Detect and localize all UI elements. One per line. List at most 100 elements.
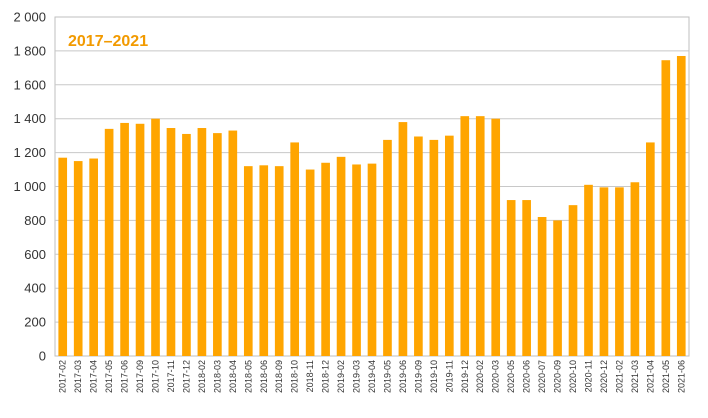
x-tick-label: 2020-03: [491, 360, 501, 393]
bar-2020-03: [491, 118, 501, 356]
bar-2017-12: [182, 133, 191, 356]
bar-2017-04: [89, 158, 98, 356]
bar-2020-06: [522, 200, 531, 356]
x-tick-label: 2019-09: [413, 360, 423, 393]
y-tick-label: 400: [24, 281, 46, 296]
bar-2019-06: [398, 122, 408, 356]
bar-2017-03: [73, 161, 83, 356]
x-tick-label: 2020-05: [506, 360, 516, 393]
x-tick-label: 2017-03: [73, 360, 83, 393]
bar-2020-09: [553, 220, 562, 356]
x-tick-label: 2020-07: [537, 360, 547, 393]
bar-2019-03: [352, 164, 361, 356]
x-tick-label: 2019-04: [367, 360, 377, 393]
x-axis-tick-labels: 2017-02 2017-03 2017-04 2017-05 2017-06 2017-…: [58, 360, 687, 393]
x-tick-label: 2021-03: [630, 360, 640, 393]
x-tick-label: 2021-02: [614, 360, 624, 393]
x-tick-label: 2017-10: [151, 360, 161, 393]
bar-2019-04: [367, 163, 377, 356]
bar-2021-03: [630, 182, 640, 356]
x-tick-label: 2019-11: [444, 360, 454, 392]
y-axis-tick-labels: 0 200 400 600 800 1 000 1 200 1 400 1 600 1 800 2 …: [13, 10, 46, 364]
x-tick-label: 2021-04: [645, 360, 655, 393]
bar-2020-10: [568, 205, 578, 356]
x-tick-label: 2018-09: [274, 360, 284, 393]
bar-2018-04: [228, 130, 238, 356]
bar-2017-11: [166, 128, 176, 356]
x-tick-label: 2017-06: [120, 360, 130, 393]
bar-2017-06: [120, 122, 129, 356]
bar-2020-05: [506, 200, 516, 356]
bar-2018-09: [274, 166, 284, 356]
x-tick-label: 2020-12: [599, 360, 609, 393]
chart-title: 2017–2021: [68, 33, 148, 50]
x-tick-label: 2021-05: [661, 360, 671, 393]
x-tick-label: 2021-06: [676, 360, 686, 393]
bar-2017-02: [58, 157, 68, 356]
x-tick-label: 2019-02: [336, 360, 346, 393]
y-tick-label: 1 200: [13, 145, 46, 160]
bar-2019-11: [444, 135, 454, 356]
x-tick-label: 2020-11: [583, 360, 593, 392]
x-tick-label: 2018-10: [290, 360, 300, 393]
bar-2021-02: [615, 187, 624, 356]
bar-2018-06: [259, 165, 269, 356]
bar-2017-05: [104, 128, 114, 356]
y-tick-label: 2 000: [13, 10, 46, 25]
bar-2018-11: [305, 169, 315, 356]
bar-2019-02: [336, 156, 346, 356]
x-tick-label: 2020-06: [522, 360, 532, 393]
x-tick-label: 2017-02: [58, 360, 68, 393]
x-tick-label: 2017-09: [135, 360, 145, 393]
x-tick-label: 2018-05: [243, 360, 253, 393]
bar-2018-12: [321, 162, 330, 356]
x-tick-label: 2019-03: [352, 360, 362, 393]
bar-2021-06: [676, 55, 686, 357]
bar-2021-04: [646, 142, 655, 356]
x-tick-label: 2018-12: [321, 360, 331, 393]
x-tick-label: 2017-05: [104, 360, 114, 393]
x-tick-label: 2017-11: [166, 360, 176, 392]
x-tick-label: 2018-02: [197, 360, 207, 393]
bar-2020-07: [537, 217, 547, 356]
bar-2019-12: [460, 116, 470, 356]
x-tick-label: 2017-12: [181, 360, 191, 393]
bar-2019-09: [414, 136, 423, 356]
gridlines: [55, 50, 689, 323]
x-tick-label: 2018-06: [259, 360, 269, 393]
bar-2020-02: [475, 116, 485, 356]
y-tick-label: 200: [24, 315, 46, 330]
bar-2021-05: [661, 60, 671, 356]
x-tick-label: 2019-12: [460, 360, 470, 393]
y-tick-label: 1 000: [13, 179, 46, 194]
bar-2020-12: [599, 187, 609, 356]
x-tick-label: 2018-03: [212, 360, 222, 393]
y-tick-label: 1 600: [13, 77, 46, 92]
y-tick-label: 600: [24, 247, 46, 262]
x-tick-label: 2019-10: [429, 360, 439, 393]
y-tick-label: 1 400: [13, 111, 46, 126]
x-tick-label: 2018-04: [228, 360, 238, 393]
x-tick-label: 2020-09: [553, 360, 563, 393]
bars: [58, 55, 686, 357]
y-tick-label: 800: [24, 213, 46, 228]
bar-2019-05: [383, 139, 392, 356]
x-tick-label: 2020-10: [568, 360, 578, 393]
bar-2017-10: [151, 118, 160, 356]
y-tick-label: 0: [39, 349, 46, 364]
x-tick-label: 2020-02: [475, 360, 485, 393]
x-tick-label: 2018-11: [305, 360, 315, 392]
x-tick-label: 2019-06: [398, 360, 408, 393]
bar-2018-02: [197, 128, 207, 356]
x-tick-label: 2017-04: [89, 360, 99, 393]
bar-2017-09: [135, 123, 145, 356]
bar-2019-10: [429, 139, 439, 356]
bar-2018-10: [290, 142, 300, 356]
bar-2020-11: [584, 184, 593, 356]
bar-2018-05: [243, 166, 253, 356]
bar-2018-03: [213, 133, 222, 356]
x-tick-label: 2019-05: [382, 360, 392, 393]
y-tick-label: 1 800: [13, 43, 46, 58]
